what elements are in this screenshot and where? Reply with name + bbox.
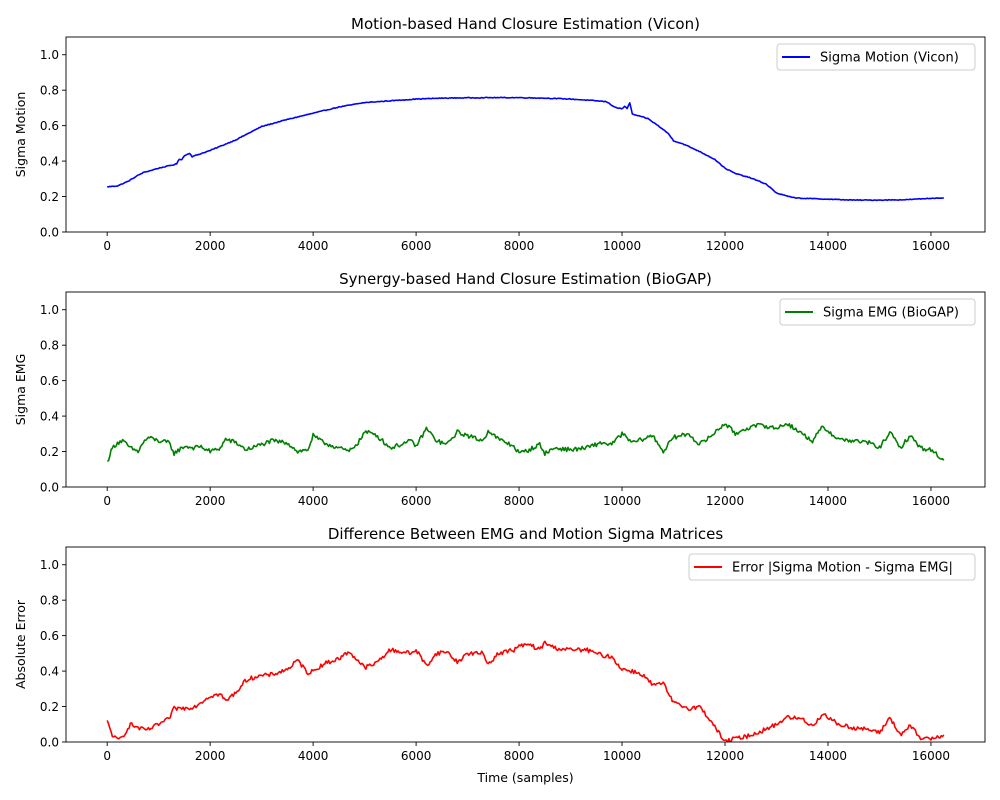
y-tick-label: 0.2 <box>40 700 59 714</box>
y-axis-label: Sigma EMG <box>13 354 28 426</box>
x-tick-label: 16000 <box>912 749 950 763</box>
x-tick-label: 14000 <box>809 494 847 508</box>
x-tick-label: 14000 <box>809 749 847 763</box>
panel-title: Synergy-based Hand Closure Estimation (B… <box>339 270 712 288</box>
x-tick-label: 0 <box>103 749 111 763</box>
y-tick-label: 0.0 <box>40 481 59 495</box>
y-tick-label: 1.0 <box>40 48 59 62</box>
y-tick-label: 0.2 <box>40 190 59 204</box>
panel-1: 0 2000 4000 6000 8000 10000 12000 14000 16000 0.0… <box>13 15 986 253</box>
x-tick-label: 8000 <box>504 749 535 763</box>
y-tick-label: 1.0 <box>40 558 59 572</box>
legend-box <box>776 43 976 71</box>
legend-label: Sigma EMG (BioGAP) <box>823 306 959 321</box>
y-tick-label: 0.0 <box>40 736 59 750</box>
y-tick-label: 0.6 <box>40 629 59 643</box>
x-tick-label: 10000 <box>603 494 641 508</box>
x-tick-label: 2000 <box>195 239 226 253</box>
y-tick-label: 0.8 <box>40 594 59 608</box>
legend: Sigma Motion (Vicon) <box>776 43 976 71</box>
series-line-1-1 <box>107 96 945 202</box>
y-tick-label: 0.6 <box>40 374 59 388</box>
axes-frame <box>65 36 986 233</box>
x-tick-label: 2000 <box>195 494 226 508</box>
legend: Error |Sigma Motion - Sigma EMG| <box>688 553 976 581</box>
y-tick-label: 0.4 <box>40 665 59 679</box>
x-tick-label: 12000 <box>706 494 744 508</box>
x-tick-label: 14000 <box>809 239 847 253</box>
legend-box <box>688 553 976 581</box>
x-tick-label: 12000 <box>706 749 744 763</box>
y-tick-label: 1.0 <box>40 303 59 317</box>
axes-frame <box>65 546 986 743</box>
y-tick-label: 0.6 <box>40 119 59 133</box>
panel-2: 0 2000 4000 6000 8000 10000 12000 14000 16000 0.0… <box>13 270 986 508</box>
x-tick-label: 4000 <box>298 749 329 763</box>
y-axis-label: Absolute Error <box>13 599 28 689</box>
x-tick-label: 8000 <box>504 239 535 253</box>
x-tick-label: 4000 <box>298 239 329 253</box>
x-axis-label: Time (samples) <box>476 770 573 785</box>
legend-box <box>779 298 976 326</box>
legend-label: Sigma Motion (Vicon) <box>820 51 959 66</box>
y-tick-label: 0.0 <box>40 226 59 240</box>
panel-title: Motion-based Hand Closure Estimation (Vi… <box>351 15 700 33</box>
y-tick-label: 0.4 <box>40 410 59 424</box>
series-line-2-1 <box>106 422 945 462</box>
x-tick-label: 8000 <box>504 494 535 508</box>
x-tick-label: 6000 <box>401 749 432 763</box>
x-tick-label: 6000 <box>401 494 432 508</box>
x-tick-label: 10000 <box>603 239 641 253</box>
y-tick-label: 0.4 <box>40 155 59 169</box>
axes-frame <box>65 291 986 488</box>
y-tick-label: 0.2 <box>40 445 59 459</box>
x-tick-label: 16000 <box>912 239 950 253</box>
x-tick-label: 6000 <box>401 239 432 253</box>
x-tick-label: 16000 <box>912 494 950 508</box>
legend: Sigma EMG (BioGAP) <box>779 298 976 326</box>
series-line-3-1 <box>106 640 945 742</box>
y-tick-label: 0.8 <box>40 84 59 98</box>
panel-title: Difference Between EMG and Motion Sigma … <box>328 525 724 543</box>
x-tick-label: 2000 <box>195 749 226 763</box>
panel-3: 0 2000 4000 6000 8000 10000 12000 14000 16000 0.0… <box>13 525 986 785</box>
x-tick-label: 12000 <box>706 239 744 253</box>
x-tick-label: 0 <box>103 494 111 508</box>
legend-label: Error |Sigma Motion - Sigma EMG| <box>732 561 953 576</box>
x-tick-label: 10000 <box>603 749 641 763</box>
y-tick-label: 0.8 <box>40 339 59 353</box>
y-axis-label: Sigma Motion <box>13 92 28 178</box>
x-tick-label: 0 <box>103 239 111 253</box>
x-tick-label: 4000 <box>298 494 329 508</box>
